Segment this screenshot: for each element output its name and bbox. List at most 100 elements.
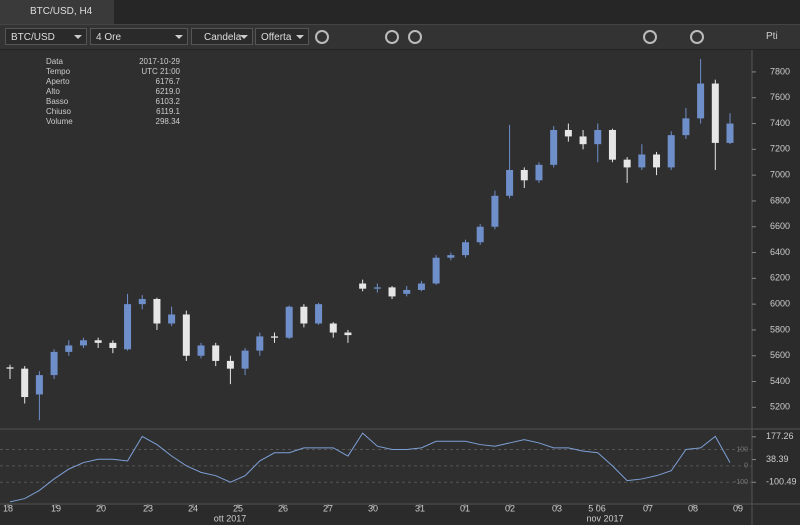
x-tick-label: 01: [460, 503, 470, 513]
level-label: 100: [736, 446, 748, 453]
x-tick-label: 27: [323, 503, 333, 513]
y-tick-label: 6200: [770, 273, 790, 283]
info-label: Chiuso: [46, 107, 71, 116]
info-value: 298.34: [156, 117, 181, 126]
y-tick-label: 6000: [770, 299, 790, 309]
candle-body: [447, 255, 455, 258]
info-value: 6176.7: [156, 77, 181, 86]
level-label: 0: [744, 463, 748, 470]
info-label: Alto: [46, 87, 60, 96]
indicator-tick-label: -100.49: [766, 477, 797, 487]
indicator-tick-label: 177.26: [766, 431, 794, 441]
y-tick-label: 5200: [770, 402, 790, 412]
candle-body: [270, 336, 278, 338]
symbol-select[interactable]: BTC/USD: [5, 28, 87, 45]
info-value: 6119.1: [156, 107, 180, 116]
price-type-select[interactable]: Offerta: [255, 28, 309, 45]
candle-body: [506, 169, 514, 196]
y-tick-label: 7000: [770, 170, 790, 180]
refresh-icon[interactable]: [315, 30, 329, 44]
x-tick-label: 30: [368, 503, 378, 513]
y-tick-label: 7600: [770, 92, 790, 102]
zoom-out-icon[interactable]: [408, 30, 422, 44]
indicator-tick-label: 38.39: [766, 454, 789, 464]
toolbar: BTC/USD 4 Ore Candela Offerta Pti: [0, 25, 800, 50]
info-label: Tempo: [46, 67, 71, 76]
candle-body: [608, 129, 616, 160]
x-tick-label: 24: [188, 503, 198, 513]
indicator-area: [0, 430, 752, 503]
x-tick-label: 18: [3, 503, 13, 513]
candle-body: [65, 345, 73, 352]
candle-body: [256, 336, 264, 351]
x-tick-label: 02: [505, 503, 515, 513]
candle-body: [667, 135, 675, 168]
info-label: Data: [46, 57, 63, 66]
y-tick-label: 5400: [770, 376, 790, 386]
candle-body: [726, 123, 734, 143]
candle-body: [638, 154, 646, 168]
y-tick-label: 6800: [770, 195, 790, 205]
candle-body: [623, 159, 631, 168]
info-label: Aperto: [46, 77, 70, 86]
candle-body: [476, 226, 484, 243]
candle-body: [79, 340, 87, 346]
month-label: nov 2017: [586, 513, 623, 523]
candle-body: [359, 283, 367, 289]
chart: Data 2017-10-29 Tempo UTC 21:00 Aperto 6176.7…: [0, 50, 800, 525]
y-tick-label: 5600: [770, 350, 790, 360]
candle-body: [285, 306, 293, 338]
candle-body: [21, 368, 29, 398]
x-tick-label: 31: [415, 503, 425, 513]
candle-body: [315, 304, 323, 324]
candle-body: [300, 306, 308, 324]
candle-body: [124, 304, 132, 350]
info-value: 6103.2: [156, 97, 181, 106]
x-tick-label: 07: [643, 503, 653, 513]
candle-body: [653, 154, 661, 168]
candle-body: [138, 298, 146, 305]
candle-body: [550, 129, 558, 165]
eye-icon[interactable]: [643, 30, 657, 44]
candle-body: [153, 298, 161, 324]
candle-body: [6, 367, 14, 369]
chart-type-select[interactable]: Candela: [191, 28, 253, 45]
candle-body: [35, 375, 43, 395]
x-tick-label: 08: [688, 503, 698, 513]
candle-body: [403, 289, 411, 294]
candle-body: [329, 323, 337, 333]
x-tick-label: 03: [552, 503, 562, 513]
candle-body: [491, 195, 499, 227]
month-label: ott 2017: [214, 513, 247, 523]
level-label: -100: [734, 479, 748, 486]
chart-tab[interactable]: BTC/USD, H4: [0, 0, 114, 24]
x-tick-label: 5 06: [588, 503, 606, 513]
candle-body: [564, 129, 572, 137]
info-value: 2017-10-29: [139, 57, 180, 66]
y-tick-label: 7800: [770, 66, 790, 76]
indicator-line: [9, 432, 731, 503]
info-label: Volume: [46, 117, 73, 126]
candle-body: [50, 351, 58, 376]
x-tick-label: 26: [278, 503, 288, 513]
y-tick-label: 7200: [770, 144, 790, 154]
x-tick-label: 25: [233, 503, 243, 513]
candle-body: [212, 345, 220, 361]
info-icon[interactable]: [690, 30, 704, 44]
zoom-in-icon[interactable]: [385, 30, 399, 44]
plot-area: [0, 50, 752, 428]
candle-body: [226, 360, 234, 369]
y-tick-label: 5800: [770, 324, 790, 334]
points-menu[interactable]: Pti: [766, 31, 778, 42]
y-tick-label: 6400: [770, 247, 790, 257]
candle-body: [168, 314, 176, 324]
candle-body: [535, 164, 543, 181]
timeframe-select[interactable]: 4 Ore: [90, 28, 188, 45]
x-tick-label: 09: [733, 503, 743, 513]
candle-body: [182, 314, 190, 356]
candle-body: [109, 342, 117, 349]
candle-body: [241, 350, 249, 369]
y-tick-label: 6600: [770, 221, 790, 231]
x-tick-label: 20: [96, 503, 106, 513]
